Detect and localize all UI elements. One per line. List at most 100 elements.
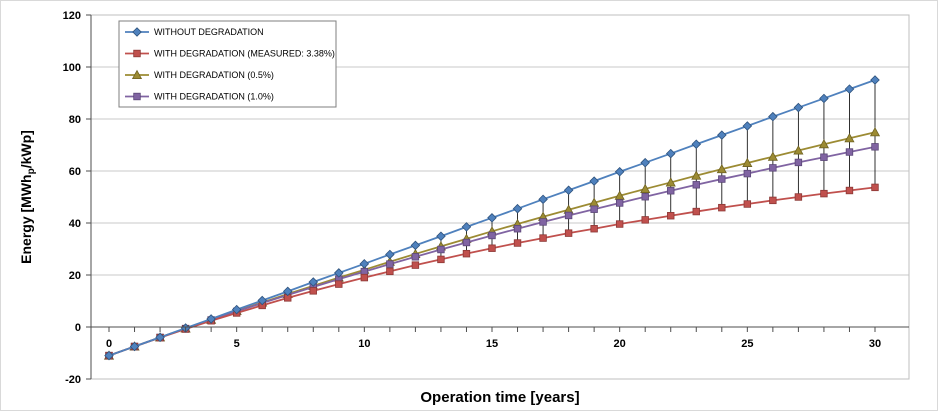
marker-diamond <box>155 332 165 343</box>
marker-square <box>769 164 777 172</box>
marker-triangle <box>716 163 727 174</box>
marker-diamond <box>512 203 523 214</box>
marker-triangle <box>665 177 676 187</box>
marker-diamond <box>589 176 599 186</box>
marker-diamond <box>538 194 548 205</box>
axes: 0 5 10 15 20 25 30 -20 0 20 40 60 80 100 120 <box>63 10 909 386</box>
marker-triangle <box>844 133 855 143</box>
x-tick-label: 20 <box>614 338 626 350</box>
marker-square <box>488 244 496 252</box>
marker-square <box>743 169 752 178</box>
marker-diamond <box>132 27 142 37</box>
y-tick-label: 20 <box>69 270 81 282</box>
marker-triangle <box>767 151 778 161</box>
marker-square <box>513 225 522 233</box>
legend-key-3 <box>125 92 149 101</box>
marker-square <box>590 225 598 233</box>
marker-diamond <box>665 148 676 159</box>
y-tick-label: 60 <box>69 166 81 178</box>
legend-key-2 <box>125 69 149 79</box>
marker-square <box>641 216 649 224</box>
x-tick-label: 5 <box>234 338 240 350</box>
marker-square <box>845 148 854 156</box>
marker-square <box>794 158 803 167</box>
marker-square <box>335 280 343 288</box>
marker-diamond <box>410 240 421 251</box>
marker-square <box>513 239 522 247</box>
marker-square <box>718 203 726 212</box>
y-axis-title-suffix: /kWp] <box>18 130 34 168</box>
marker-diamond <box>129 341 140 352</box>
marker-square <box>462 249 471 258</box>
marker-diamond <box>793 102 804 113</box>
marker-diamond <box>282 286 293 297</box>
marker-square <box>845 186 854 195</box>
legend-key-1 <box>125 49 149 58</box>
marker-square <box>615 220 624 228</box>
marker-triangle <box>742 157 753 167</box>
marker-square <box>411 253 420 261</box>
marker-square <box>309 287 317 295</box>
marker-square <box>437 245 445 254</box>
marker-square <box>692 181 700 189</box>
marker-square <box>871 143 879 151</box>
marker-square <box>360 273 369 282</box>
legend-label-measured-degradation: WITH DEGRADATION (MEASURED: 3.38%) <box>154 49 335 59</box>
marker-square <box>667 187 675 195</box>
marker-diamond <box>691 139 702 149</box>
legend-label-without-degradation: WITHOUT DEGRADATION <box>154 27 264 37</box>
marker-square <box>794 193 803 201</box>
marker-diamond <box>563 185 574 196</box>
marker-square <box>615 199 624 207</box>
marker-square <box>539 234 547 242</box>
legend-label-degradation-10: WITH DEGRADATION (1.0%) <box>154 92 274 102</box>
marker-diamond <box>870 75 880 85</box>
y-axis-title-main: Energy [MWh <box>18 174 34 263</box>
y-tick-label: -20 <box>65 374 81 386</box>
marker-square <box>692 207 700 216</box>
x-tick-label: 0 <box>106 338 112 350</box>
marker-diamond <box>231 304 242 315</box>
y-tick-label: 120 <box>63 10 81 22</box>
marker-diamond <box>385 249 395 260</box>
marker-diamond <box>819 93 829 104</box>
legend-border <box>118 20 337 108</box>
marker-square <box>133 49 141 58</box>
marker-diamond <box>206 314 216 324</box>
x-tick-label: 30 <box>869 338 881 350</box>
y-tick-label: 40 <box>69 218 81 230</box>
marker-square <box>820 153 828 161</box>
marker-diamond <box>359 259 370 269</box>
marker-triangle <box>869 127 881 137</box>
marker-diamond <box>334 268 344 278</box>
x-tick-label: 15 <box>486 338 498 350</box>
marker-square <box>718 175 726 183</box>
marker-diamond <box>308 277 319 287</box>
y-tick-label: 80 <box>69 114 81 126</box>
legend: WITHOUT DEGRADATION WITH DEGRADATION (ME… <box>118 20 337 108</box>
legend-label-degradation-05: WITH DEGRADATION (0.5%) <box>154 70 274 80</box>
marker-diamond <box>487 213 497 223</box>
marker-diamond <box>436 231 446 242</box>
marker-triangle <box>793 145 804 155</box>
y-tick-label: 0 <box>75 322 81 334</box>
marker-square <box>743 200 752 208</box>
marker-square <box>462 238 471 247</box>
marker-triangle <box>640 183 651 193</box>
x-axis-title: Operation time [years] <box>420 389 579 406</box>
marker-diamond <box>257 295 267 306</box>
marker-diamond <box>717 130 727 140</box>
marker-triangle <box>691 170 702 180</box>
marker-triangle <box>131 69 143 79</box>
y-tick-label: 100 <box>63 62 81 74</box>
marker-triangle <box>818 138 830 149</box>
series-lines <box>103 75 881 361</box>
legend-key-0 <box>125 27 149 37</box>
y-axis-title-subscript: p <box>26 168 37 174</box>
marker-square <box>564 229 573 237</box>
marker-square <box>133 92 141 101</box>
marker-diamond <box>104 350 114 361</box>
marker-diamond <box>461 222 472 232</box>
